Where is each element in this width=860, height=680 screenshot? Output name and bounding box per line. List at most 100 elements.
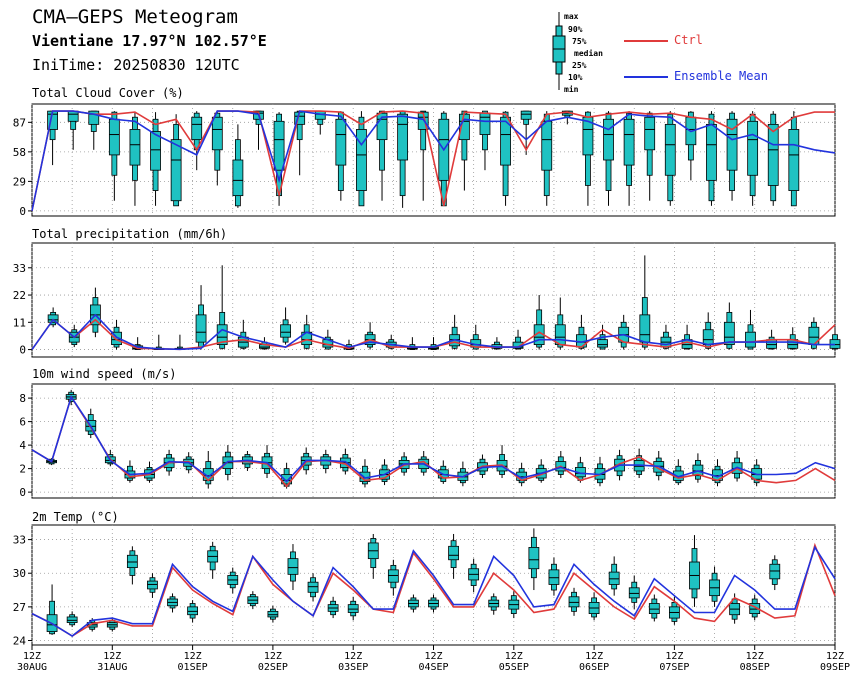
panel-title: 2m Temp (°C) <box>32 510 119 524</box>
box-inner <box>387 569 399 583</box>
y-tick-label: 0 <box>19 205 26 218</box>
panel-2: 10m wind speed (m/s) 0 2 4 6 8 <box>19 367 836 499</box>
box-23 <box>508 591 520 619</box>
box-20 <box>458 110 470 191</box>
box-inner <box>548 569 560 585</box>
box-inner <box>568 596 580 608</box>
box-7 <box>195 285 207 350</box>
panel-title: 10m wind speed (m/s) <box>32 367 177 381</box>
box-32 <box>689 535 700 607</box>
box-33 <box>745 309 756 350</box>
y-tick-label: 22 <box>13 289 26 302</box>
box-17 <box>397 110 409 208</box>
x-tick-label-hour: 12Z <box>424 651 442 662</box>
legend-p10: 10% <box>568 73 583 82</box>
box-11 <box>267 605 279 623</box>
box-inner <box>187 606 199 616</box>
box-23 <box>520 110 532 155</box>
boxplot-legend-glyph <box>552 12 566 90</box>
box-inner <box>726 118 738 171</box>
box-29 <box>628 575 640 610</box>
panel-0: Total Cloud Cover (%) 0 29 58 87 <box>13 86 836 218</box>
x-tick-label-date: 30AUG <box>17 662 47 673</box>
box-32 <box>672 459 684 486</box>
box-9 <box>227 567 239 594</box>
legend-median: median <box>574 49 603 58</box>
box-2 <box>88 110 100 150</box>
box-28 <box>594 456 606 487</box>
box-inner <box>417 111 429 130</box>
x-tick-label-hour: 12Z <box>665 651 683 662</box>
box-inner <box>745 331 756 348</box>
y-tick-label: 58 <box>13 146 26 159</box>
x-tick-label-date: 05SEP <box>499 662 529 673</box>
box-30 <box>633 448 645 479</box>
x-tick-label-date: 02SEP <box>258 662 288 673</box>
box-14 <box>335 111 347 201</box>
y-tick-label: 0 <box>19 344 26 357</box>
box-5 <box>150 112 161 206</box>
box-9 <box>232 124 244 208</box>
box-12 <box>287 544 299 591</box>
box-36 <box>788 111 800 207</box>
box-inner <box>147 580 158 590</box>
box-inner <box>623 118 635 166</box>
page-title: CMA—GEPS Meteogram <box>32 6 238 28</box>
box-inner <box>597 339 608 348</box>
box-inner <box>335 118 347 166</box>
box-29 <box>644 111 656 201</box>
box-30 <box>648 594 660 622</box>
x-tick-label-date: 04SEP <box>418 662 448 673</box>
box-inner <box>520 110 532 120</box>
box-inner <box>191 116 203 141</box>
box-6 <box>170 114 182 207</box>
x-tick-label-hour: 12Z <box>264 651 282 662</box>
box-34 <box>766 329 778 350</box>
box-4 <box>129 112 141 206</box>
box-inner <box>628 587 640 599</box>
mean-series-line <box>31 395 836 483</box>
box-18 <box>408 594 419 613</box>
box-17 <box>387 559 399 596</box>
box-28 <box>608 556 620 596</box>
y-tick-label: 6 <box>19 416 26 429</box>
box-36 <box>769 555 781 591</box>
box-24 <box>554 297 566 350</box>
box-21 <box>479 110 491 171</box>
y-tick-label: 11 <box>13 316 26 329</box>
box-inner <box>66 616 78 623</box>
x-tick-label-hour: 12Z <box>746 651 764 662</box>
box-inner <box>356 129 367 191</box>
box-inner <box>376 112 388 141</box>
box-37 <box>829 327 841 350</box>
box-9 <box>237 319 249 350</box>
box-11 <box>273 112 285 206</box>
box-0 <box>47 110 58 166</box>
x-tick-label-hour: 12Z <box>23 651 41 662</box>
x-tick-label-date: 08SEP <box>740 662 770 673</box>
y-tick-label: 0 <box>19 486 26 499</box>
box-16 <box>367 533 379 579</box>
box-8 <box>211 111 223 186</box>
box-33 <box>726 111 738 201</box>
box-16 <box>359 459 371 488</box>
box-24 <box>528 528 540 591</box>
box-3 <box>108 111 120 201</box>
boxplot-legend: max 90% 75% median 25% 10% min <box>552 8 622 94</box>
box-1 <box>66 611 78 628</box>
box-inner <box>108 118 120 156</box>
box-30 <box>664 111 676 206</box>
box-19 <box>449 314 461 350</box>
legend-ctrl-label: Ctrl <box>674 33 703 47</box>
box-outer <box>379 110 385 171</box>
box-19 <box>428 594 439 613</box>
legend-mean-label: Ensemble Mean <box>674 69 768 83</box>
box-15 <box>356 111 367 207</box>
box-inner <box>706 123 717 181</box>
legend-max: max <box>564 12 579 21</box>
box-25 <box>535 459 547 483</box>
box-29 <box>660 324 672 350</box>
box-inner <box>644 116 656 151</box>
box-inner <box>347 604 359 613</box>
box-inner <box>88 110 100 125</box>
